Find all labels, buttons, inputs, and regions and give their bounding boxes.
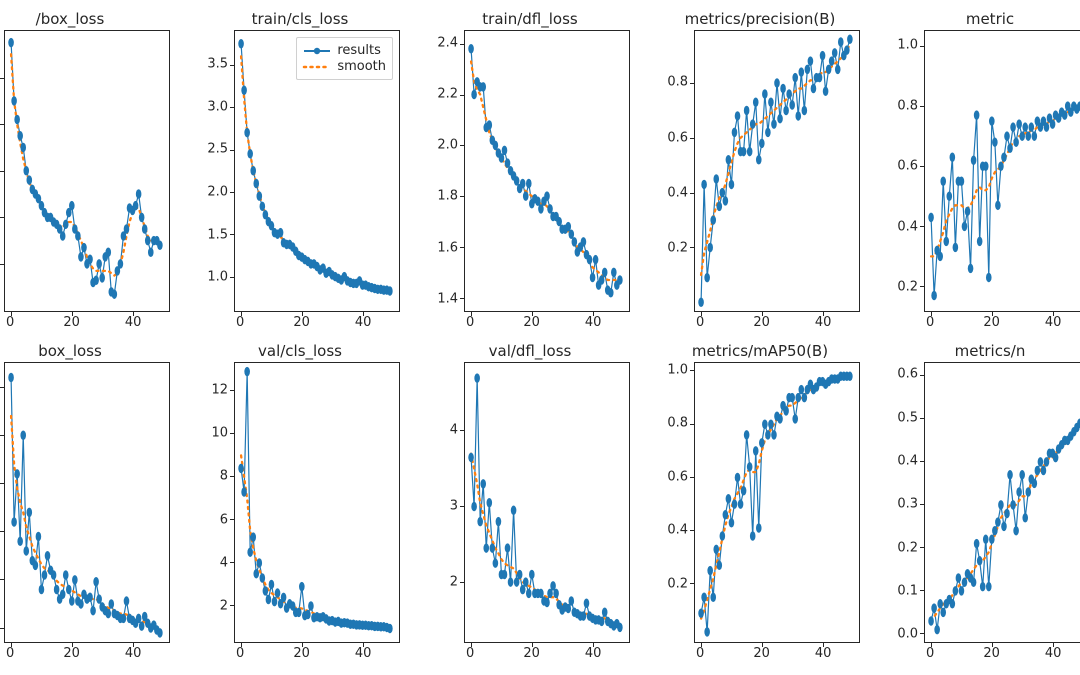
xaxis-labels: 02040 xyxy=(430,316,630,332)
plot-area xyxy=(694,30,860,312)
subplot-grid: /box_loss 1.81.61.41.21.0 02040 train/cl… xyxy=(0,0,1080,675)
yaxis-labels: 12108642 xyxy=(200,362,234,644)
markers-svg xyxy=(925,31,1080,311)
xaxis-labels: 02040 xyxy=(200,647,400,663)
xaxis-labels: 02040 xyxy=(660,316,860,332)
yaxis-labels: 432 xyxy=(430,362,464,644)
panel-title: metrics/precision(B) xyxy=(660,10,860,28)
markers-svg xyxy=(5,31,169,311)
legend: resultssmooth xyxy=(296,37,393,80)
panel-metrics-precision-B: metrics/precision(B) 0.80.60.40.2 02040 xyxy=(660,10,860,332)
plot-area xyxy=(464,362,630,644)
panel-train-box-loss: /box_loss 1.81.61.41.21.0 02040 xyxy=(0,10,170,332)
panel-train-cls-loss: train/cls_loss 3.53.02.52.01.51.0 result… xyxy=(200,10,400,332)
xaxis-labels: 02040 xyxy=(430,647,630,663)
panel-val-box-loss: box_loss 3.53.02.52.01.51.0 02040 xyxy=(0,342,170,664)
panel-title: metric xyxy=(890,10,1080,28)
panel-metrics-recall-B: metric 1.00.80.60.40.2 02040 xyxy=(890,10,1080,332)
yaxis-labels: 0.60.50.40.30.20.10.0 xyxy=(890,362,924,644)
panel-train-dfl-loss: train/dfl_loss 2.42.22.01.81.61.4 02040 xyxy=(430,10,630,332)
panel-title: /box_loss xyxy=(0,10,170,28)
plot-area: resultssmooth xyxy=(234,30,400,312)
panel-title: train/cls_loss xyxy=(200,10,400,28)
xaxis-labels: 02040 xyxy=(0,647,170,663)
xaxis-labels: 02040 xyxy=(200,316,400,332)
markers-svg xyxy=(925,363,1080,643)
panel-metrics-mAP50-95-B: metrics/n 0.60.50.40.30.20.10.0 02040 xyxy=(890,342,1080,664)
markers-svg xyxy=(5,363,169,643)
xaxis-labels: 02040 xyxy=(890,647,1080,663)
panel-title: metrics/n xyxy=(890,342,1080,360)
plot-area xyxy=(694,362,860,644)
plot-area xyxy=(234,362,400,644)
panel-val-cls-loss: val/cls_loss 12108642 02040 xyxy=(200,342,400,664)
panel-title: val/cls_loss xyxy=(200,342,400,360)
markers-svg xyxy=(465,31,629,311)
markers-svg xyxy=(695,31,859,311)
plot-area xyxy=(924,30,1080,312)
panel-title: box_loss xyxy=(0,342,170,360)
yaxis-labels: 3.53.02.52.01.51.0 xyxy=(200,30,234,312)
plot-area xyxy=(4,362,170,644)
plot-area xyxy=(924,362,1080,644)
legend-item-smooth: smooth xyxy=(303,59,386,74)
yaxis-labels: 1.00.80.60.40.2 xyxy=(890,30,924,312)
panel-title: train/dfl_loss xyxy=(430,10,630,28)
xaxis-labels: 02040 xyxy=(890,316,1080,332)
markers-svg xyxy=(465,363,629,643)
yaxis-labels: 1.00.80.60.40.2 xyxy=(660,362,694,644)
legend-item-results: results xyxy=(303,43,386,58)
panel-title: val/dfl_loss xyxy=(430,342,630,360)
markers-svg xyxy=(695,363,859,643)
xaxis-labels: 02040 xyxy=(660,647,860,663)
yaxis-labels: 0.80.60.40.2 xyxy=(660,30,694,312)
panel-val-dfl-loss: val/dfl_loss 432 02040 xyxy=(430,342,630,664)
panel-metrics-mAP50-B: metrics/mAP50(B) 1.00.80.60.40.2 02040 xyxy=(660,342,860,664)
markers-svg xyxy=(235,363,399,643)
plot-area xyxy=(464,30,630,312)
plot-area xyxy=(4,30,170,312)
yaxis-labels: 2.42.22.01.81.61.4 xyxy=(430,30,464,312)
xaxis-labels: 02040 xyxy=(0,316,170,332)
panel-title: metrics/mAP50(B) xyxy=(660,342,860,360)
